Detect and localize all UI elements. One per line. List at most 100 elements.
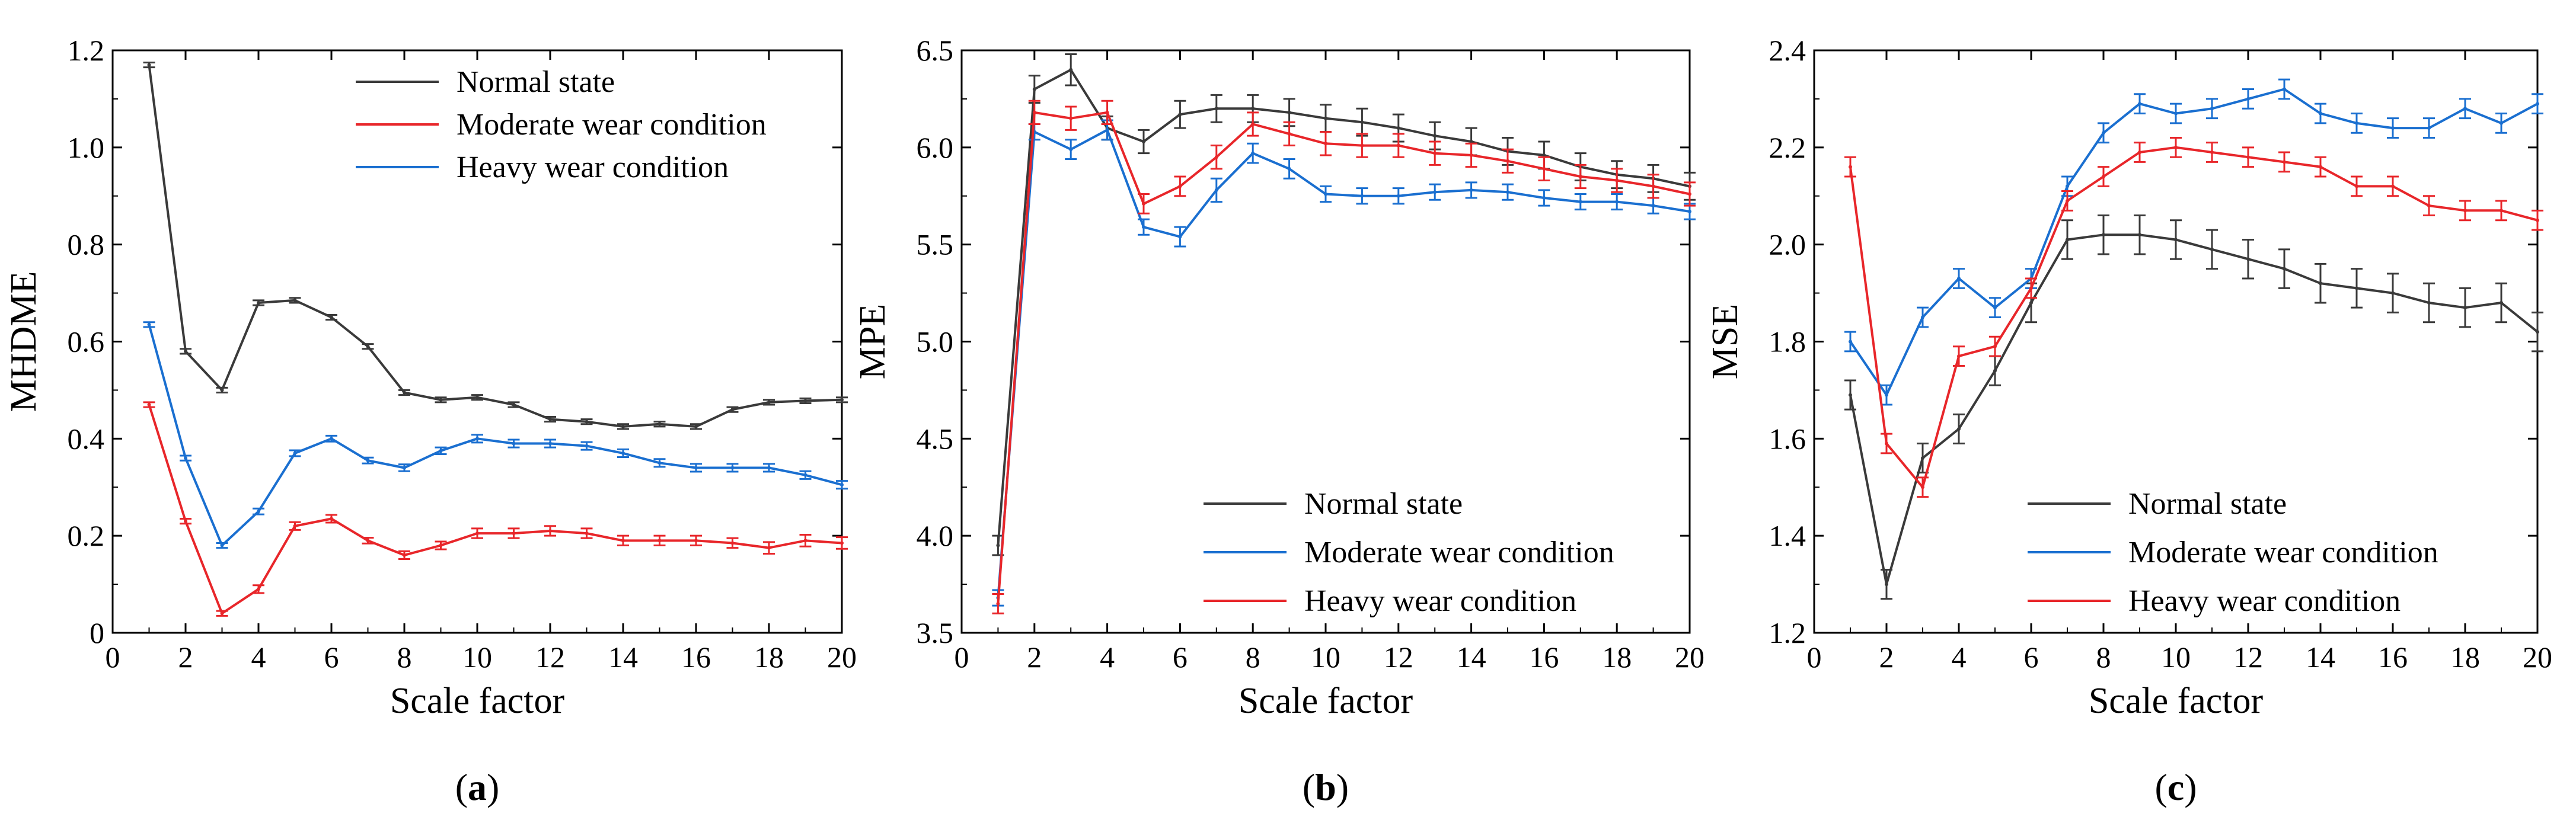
data-point <box>293 524 297 528</box>
data-point <box>1396 194 1400 198</box>
x-tick-label: 10 <box>1311 641 1340 674</box>
y-tick-label: 4.5 <box>917 422 954 455</box>
data-point <box>257 587 260 591</box>
data-point <box>220 611 224 616</box>
data-point <box>1069 116 1073 120</box>
data-point <box>1651 184 1655 188</box>
data-point <box>1506 159 1509 163</box>
x-axis-title: Scale factor <box>2089 681 2264 721</box>
data-point <box>1542 166 1546 171</box>
data-point <box>2500 300 2503 305</box>
data-point <box>1921 315 1924 319</box>
data-point <box>1214 188 1218 192</box>
y-tick-label: 6.0 <box>917 131 954 164</box>
panel-label: (c) <box>2154 766 2197 808</box>
data-point <box>2174 238 2178 242</box>
data-point <box>2283 160 2286 164</box>
data-point <box>2102 131 2105 135</box>
data-point <box>2463 209 2467 213</box>
y-tick-label: 6.5 <box>917 34 954 67</box>
data-point <box>403 553 406 557</box>
data-point <box>767 466 771 470</box>
data-point <box>1396 143 1400 148</box>
series-line <box>1849 88 2538 396</box>
data-point <box>2500 209 2503 213</box>
legend-label: Moderate wear condition <box>1304 536 1614 569</box>
data-point <box>1469 188 1473 192</box>
y-tick-label: 4.0 <box>917 519 954 552</box>
data-point <box>803 399 807 403</box>
data-point <box>1433 190 1437 194</box>
data-point <box>548 529 552 533</box>
x-tick-label: 6 <box>1173 641 1188 674</box>
data-point <box>1849 340 1852 344</box>
data-point <box>512 531 516 536</box>
x-tick-label: 6 <box>324 641 339 674</box>
series-line <box>148 65 842 428</box>
data-point <box>439 449 443 453</box>
y-tick-label: 0.2 <box>68 519 105 552</box>
data-point <box>1651 204 1655 208</box>
y-tick-label: 1.2 <box>1769 616 1806 649</box>
data-point <box>767 546 771 550</box>
y-tick-label: 0.4 <box>68 422 105 455</box>
data-point <box>1849 165 1852 169</box>
legend: Normal state Moderate wear condition Heavy… <box>1204 487 1614 618</box>
data-point <box>1542 196 1546 200</box>
data-point <box>1993 344 1997 348</box>
data-point <box>657 461 662 465</box>
data-point <box>1993 306 1997 310</box>
x-axis-title: Scale factor <box>1238 681 1413 721</box>
data-point <box>2246 257 2250 261</box>
data-point <box>2536 102 2539 106</box>
y-tick-label: 2.2 <box>1769 131 1806 164</box>
series-moderate-wear-condition <box>143 401 848 617</box>
data-point <box>2138 233 2141 237</box>
data-point <box>1957 354 1961 358</box>
data-point <box>475 437 479 441</box>
y-axis-title: MSE <box>1705 304 1745 379</box>
data-point <box>2427 204 2431 208</box>
x-tick-label: 4 <box>251 641 266 674</box>
data-point <box>439 398 443 402</box>
series-normal-state <box>992 53 1696 556</box>
data-point <box>548 441 552 446</box>
data-point <box>2355 184 2358 188</box>
data-point <box>1921 456 1924 460</box>
data-point <box>1360 194 1364 198</box>
x-tick-label: 6 <box>2024 641 2039 674</box>
data-point <box>1178 184 1182 188</box>
data-point <box>996 543 1000 547</box>
data-point <box>840 541 844 545</box>
data-point <box>1688 209 1691 213</box>
legend-label: Heavy wear condition <box>2128 584 2401 618</box>
data-point <box>2138 102 2141 106</box>
x-tick-label: 8 <box>397 641 412 674</box>
data-point <box>1360 143 1364 148</box>
data-point <box>1885 582 1888 587</box>
data-point <box>1105 110 1109 114</box>
data-point <box>2283 267 2286 271</box>
x-tick-label: 18 <box>1602 641 1632 674</box>
data-point <box>1214 155 1218 159</box>
legend-label: Moderate wear condition <box>457 108 767 142</box>
y-tick-label: 0.6 <box>68 325 105 358</box>
x-tick-label: 12 <box>2233 641 2263 674</box>
data-point <box>1069 68 1073 72</box>
data-point <box>2066 184 2069 188</box>
panel-a: 0 2 4 6 8 10 12 14 16 18 20 0 0.2 0.4 0.6 0.8 1.0 1.2 Scal… <box>4 34 857 808</box>
data-point <box>1324 192 1327 196</box>
data-point <box>1578 174 1582 178</box>
y-tick-label: 2.0 <box>1769 228 1806 261</box>
data-point <box>1542 153 1546 157</box>
data-point <box>1469 140 1473 144</box>
data-point <box>694 539 698 543</box>
data-point <box>1957 427 1961 431</box>
series-normal-state <box>1844 214 2543 600</box>
x-tick-label: 12 <box>1384 641 1413 674</box>
x-tick-label: 8 <box>1246 641 1260 674</box>
data-point <box>2391 291 2395 295</box>
data-point <box>184 349 187 353</box>
data-point <box>1688 192 1691 196</box>
x-tick-label: 0 <box>955 641 969 674</box>
